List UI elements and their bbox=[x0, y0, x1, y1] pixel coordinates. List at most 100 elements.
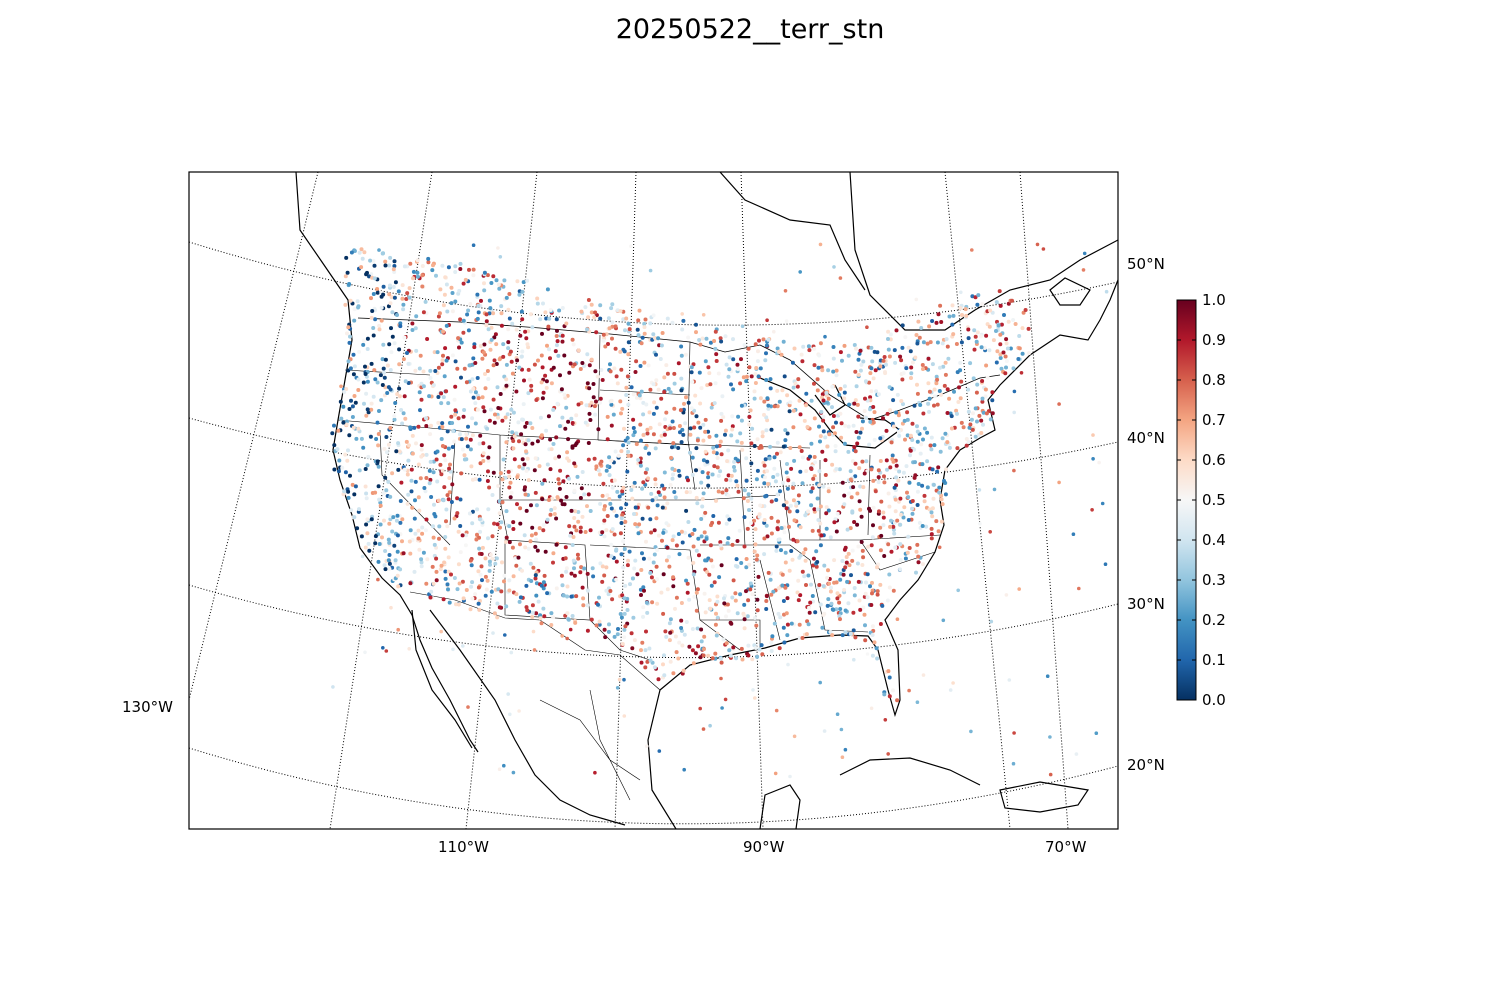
station-point bbox=[455, 496, 460, 501]
station-point bbox=[791, 385, 796, 390]
station-point bbox=[352, 394, 357, 398]
station-point bbox=[676, 361, 681, 366]
station-point bbox=[630, 646, 635, 651]
station-point bbox=[548, 308, 553, 312]
station-point bbox=[844, 555, 849, 559]
station-point bbox=[784, 470, 789, 475]
station-point bbox=[449, 285, 454, 290]
station-point bbox=[431, 383, 436, 388]
mexico-west-coast bbox=[429, 609, 626, 826]
station-point bbox=[416, 495, 421, 500]
station-point bbox=[337, 458, 342, 463]
station-point bbox=[370, 309, 375, 313]
station-point bbox=[585, 327, 589, 332]
station-point bbox=[790, 557, 795, 562]
station-point bbox=[357, 250, 362, 255]
station-point bbox=[480, 545, 485, 550]
station-point bbox=[620, 593, 625, 598]
station-point bbox=[424, 452, 429, 457]
station-point bbox=[446, 265, 451, 270]
station-point bbox=[442, 453, 447, 458]
station-point bbox=[435, 350, 440, 355]
station-point bbox=[446, 401, 451, 406]
station-point bbox=[341, 492, 346, 497]
station-point bbox=[755, 437, 760, 442]
station-point bbox=[783, 428, 788, 433]
station-point bbox=[819, 409, 824, 414]
station-point bbox=[568, 627, 573, 632]
station-point bbox=[440, 425, 445, 429]
station-point bbox=[405, 472, 410, 477]
station-point bbox=[563, 613, 568, 618]
station-point bbox=[576, 556, 581, 561]
station-point bbox=[548, 356, 552, 361]
station-point bbox=[544, 316, 549, 321]
station-point bbox=[681, 432, 686, 437]
station-point bbox=[877, 509, 881, 514]
station-point bbox=[432, 350, 437, 355]
station-point bbox=[832, 265, 836, 269]
station-point bbox=[496, 415, 501, 420]
station-point bbox=[346, 359, 351, 364]
station-point bbox=[726, 374, 731, 379]
station-point bbox=[935, 377, 940, 382]
station-point bbox=[800, 569, 805, 574]
station-point bbox=[894, 475, 899, 480]
station-point bbox=[738, 431, 743, 436]
station-point bbox=[662, 432, 667, 437]
station-point bbox=[980, 302, 985, 307]
station-point bbox=[648, 321, 653, 326]
station-point bbox=[539, 433, 544, 438]
station-point bbox=[859, 540, 864, 544]
station-point bbox=[388, 494, 393, 499]
station-point bbox=[511, 446, 516, 451]
station-point bbox=[753, 542, 758, 547]
station-point bbox=[750, 657, 755, 662]
station-point bbox=[659, 396, 664, 401]
station-point bbox=[749, 374, 754, 379]
station-point bbox=[538, 613, 543, 618]
station-point bbox=[364, 491, 369, 496]
station-point bbox=[622, 627, 627, 632]
station-point bbox=[781, 503, 786, 508]
station-point bbox=[428, 477, 433, 482]
station-point bbox=[882, 474, 886, 479]
station-point bbox=[929, 536, 934, 541]
station-point bbox=[604, 528, 609, 533]
station-point bbox=[544, 385, 549, 390]
station-point bbox=[643, 446, 648, 450]
station-point bbox=[417, 366, 422, 371]
station-point bbox=[764, 343, 769, 348]
station-point bbox=[801, 455, 805, 460]
station-point bbox=[816, 518, 821, 522]
station-point bbox=[630, 496, 635, 501]
station-point bbox=[347, 433, 352, 438]
station-point bbox=[419, 564, 424, 569]
station-point bbox=[508, 495, 513, 500]
station-point bbox=[453, 412, 458, 417]
station-point bbox=[790, 360, 795, 365]
station-point bbox=[354, 436, 359, 441]
station-point bbox=[882, 554, 887, 558]
station-point bbox=[450, 421, 455, 425]
station-point bbox=[1012, 468, 1016, 473]
station-point bbox=[773, 479, 778, 484]
station-point bbox=[814, 549, 819, 554]
station-point bbox=[387, 540, 392, 545]
station-point bbox=[916, 319, 921, 324]
station-point bbox=[382, 370, 386, 375]
station-point bbox=[498, 525, 502, 530]
station-point bbox=[825, 444, 830, 449]
colorbar-tick-label: 0.1 bbox=[1202, 651, 1226, 669]
station-point bbox=[585, 352, 590, 357]
station-point bbox=[356, 426, 361, 431]
station-point bbox=[524, 421, 529, 425]
station-point bbox=[619, 367, 624, 372]
station-point bbox=[764, 351, 768, 356]
station-point bbox=[486, 377, 491, 381]
station-point bbox=[670, 445, 674, 450]
station-point bbox=[553, 349, 558, 354]
station-point bbox=[454, 602, 458, 607]
station-point bbox=[804, 632, 809, 637]
station-point bbox=[786, 662, 790, 667]
